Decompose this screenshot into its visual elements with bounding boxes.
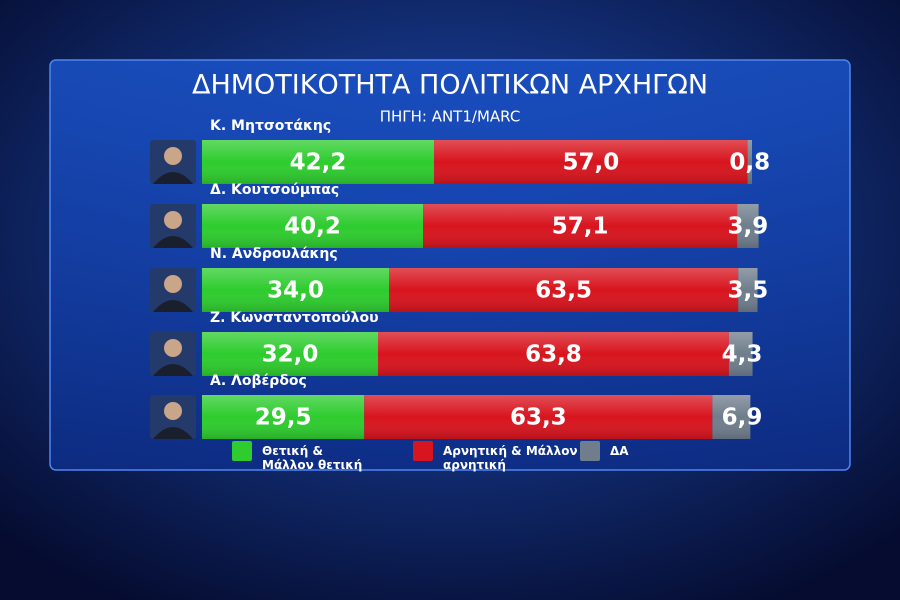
portrait-body: [153, 172, 193, 184]
value-label: 32,0: [262, 342, 319, 368]
value-label: 6,9: [722, 405, 763, 431]
bar-shine: [202, 332, 378, 376]
portrait-head: [164, 275, 182, 293]
bar-shine: [423, 204, 738, 248]
legend-item: Αρνητική & Μάλλον αρνητική: [413, 441, 583, 472]
portrait-head: [164, 211, 182, 229]
row-label: Δ. Κουτσούμπας: [210, 182, 339, 198]
bar-shine: [389, 268, 739, 312]
bar-shine: [364, 395, 713, 439]
legend-item: ΔΑ: [580, 441, 670, 461]
value-label: 4,3: [722, 342, 763, 368]
value-label: 57,0: [562, 150, 619, 176]
bar-shine: [202, 140, 435, 184]
value-label: 63,8: [525, 342, 582, 368]
bar-shine: [434, 140, 748, 184]
chart-title: ΔΗΜΟΤΙΚΟΤΗΤΑ ΠΟΛΙΤΙΚΩΝ ΑΡΧΗΓΩΝ: [192, 70, 708, 101]
value-label: 34,0: [267, 278, 324, 304]
portrait: [150, 204, 196, 248]
row-label: Ν. Ανδρουλάκης: [210, 246, 338, 262]
row-label: Α. Λοβέρδος: [210, 373, 307, 389]
bar-shine: [737, 204, 759, 248]
legend-label: Αρνητική & Μάλλον αρνητική: [443, 444, 578, 472]
portrait-body: [153, 364, 193, 376]
bar-shine: [747, 140, 752, 184]
bar-shine: [202, 204, 424, 248]
value-label: 29,5: [255, 405, 312, 431]
value-label: 0,8: [729, 150, 770, 176]
portrait-head: [164, 402, 182, 420]
portrait-body: [153, 427, 193, 439]
bar-shine: [202, 268, 389, 312]
value-label: 42,2: [290, 150, 347, 176]
legend-swatch: [413, 441, 433, 461]
value-label: 63,5: [535, 278, 592, 304]
value-label: 63,3: [510, 405, 567, 431]
bar-shine: [738, 268, 758, 312]
legend-label: ΔΑ: [610, 444, 629, 458]
legend-item: Θετική & Μάλλον θετική: [232, 441, 372, 472]
portrait: [150, 395, 196, 439]
portrait: [150, 268, 196, 312]
value-label: 3,5: [728, 278, 769, 304]
legend-swatch: [580, 441, 600, 461]
bar-shine: [712, 395, 751, 439]
portrait-body: [153, 236, 193, 248]
value-label: 57,1: [552, 214, 609, 240]
portrait-body: [153, 300, 193, 312]
portrait: [150, 140, 196, 184]
value-label: 40,2: [284, 214, 341, 240]
portrait: [150, 332, 196, 376]
bar-shine: [728, 332, 753, 376]
value-label: 3,9: [728, 214, 769, 240]
row-label: Κ. Μητσοτάκης: [210, 118, 331, 134]
portrait-head: [164, 147, 182, 165]
legend-swatch: [232, 441, 252, 461]
chart-subtitle: ΠΗΓΗ: ΑΝΤ1/MARC: [380, 108, 521, 126]
bar-shine: [202, 395, 365, 439]
bar-shine: [378, 332, 729, 376]
portrait-head: [164, 339, 182, 357]
legend-label: Θετική & Μάλλον θετική: [262, 444, 363, 472]
row-label: Ζ. Κωνσταντοπούλου: [210, 310, 379, 326]
